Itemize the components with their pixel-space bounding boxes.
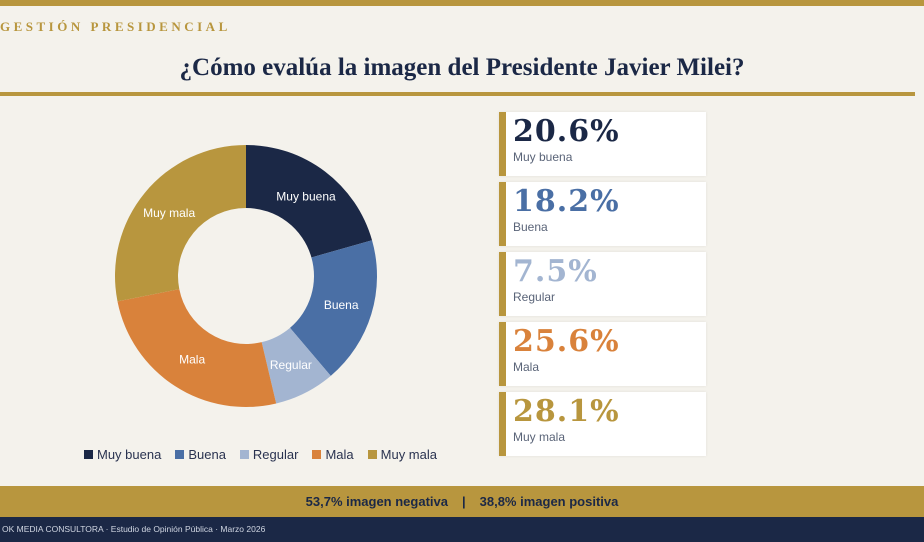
legend-item: Muy buena [84,447,161,462]
donut-slice-muy-mala [114,145,246,302]
donut-slice-muy-buena [246,145,373,258]
legend-item: Muy mala [367,447,437,462]
legend-item: Buena [175,447,226,462]
stat-value: 18.2% [513,184,620,219]
legend-swatch [239,450,249,459]
top-accent-bar [0,0,924,6]
summary-band: 53,7% imagen negativa | 38,8% imagen posit… [0,486,924,517]
stat-label: Muy mala [513,430,566,444]
slice-label: Muy mala [143,206,195,220]
positive-summary: 38,8% imagen positiva [479,494,619,509]
title-divider [0,92,915,96]
section-label: GESTIÓN PRESIDENCIAL [0,19,231,34]
stat-value: 28.1% [513,394,620,429]
stat-label: Regular [513,290,556,304]
legend-swatch [312,450,322,459]
slice-label: Buena [324,298,359,312]
chart-legend: Muy buena Buena Regular Mala Muy mala [84,447,437,462]
stat-card: 18.2% Buena [499,182,706,246]
slice-label: Regular [270,358,312,372]
stat-value: 7.5% [513,254,598,289]
stat-card: 25.6% Mala [499,322,706,386]
legend-label: Muy buena [97,447,162,462]
slice-label: Muy buena [276,190,336,204]
legend-swatch [367,450,377,459]
summary-separator: | [461,494,466,509]
donut-slice-buena [289,240,377,376]
legend-swatch [175,450,185,459]
stat-card: 7.5% Regular [499,252,706,316]
legend-label: Buena [188,447,226,462]
legend-label: Regular [252,447,299,462]
footer: OK MEDIA CONSULTORA · Estudio de Opinión… [0,517,924,542]
stat-label: Buena [513,220,548,234]
stat-card: 20.6% Muy buena [499,112,706,176]
donut-slice-regular [261,327,331,404]
page-title: ¿Cómo evalúa la imagen del Presidente Ja… [179,54,745,81]
legend-label: Mala [325,447,354,462]
stat-value: 25.6% [513,324,620,359]
legend-item: Regular [239,447,299,462]
stat-label: Mala [513,360,540,374]
legend-label: Muy mala [380,447,437,462]
legend-swatch [84,450,93,459]
legend-item: Mala [312,447,354,462]
stat-value: 20.6% [513,114,620,149]
slice-label: Mala [179,353,205,367]
stat-card: 28.1% Muy mala [499,392,706,456]
donut-chart: Muy buena Buena Regular Mala Muy mala [114,145,377,407]
negative-summary: 53,7% imagen negativa [305,494,448,509]
stat-label: Muy buena [513,150,573,164]
donut-slice-mala [117,289,277,407]
